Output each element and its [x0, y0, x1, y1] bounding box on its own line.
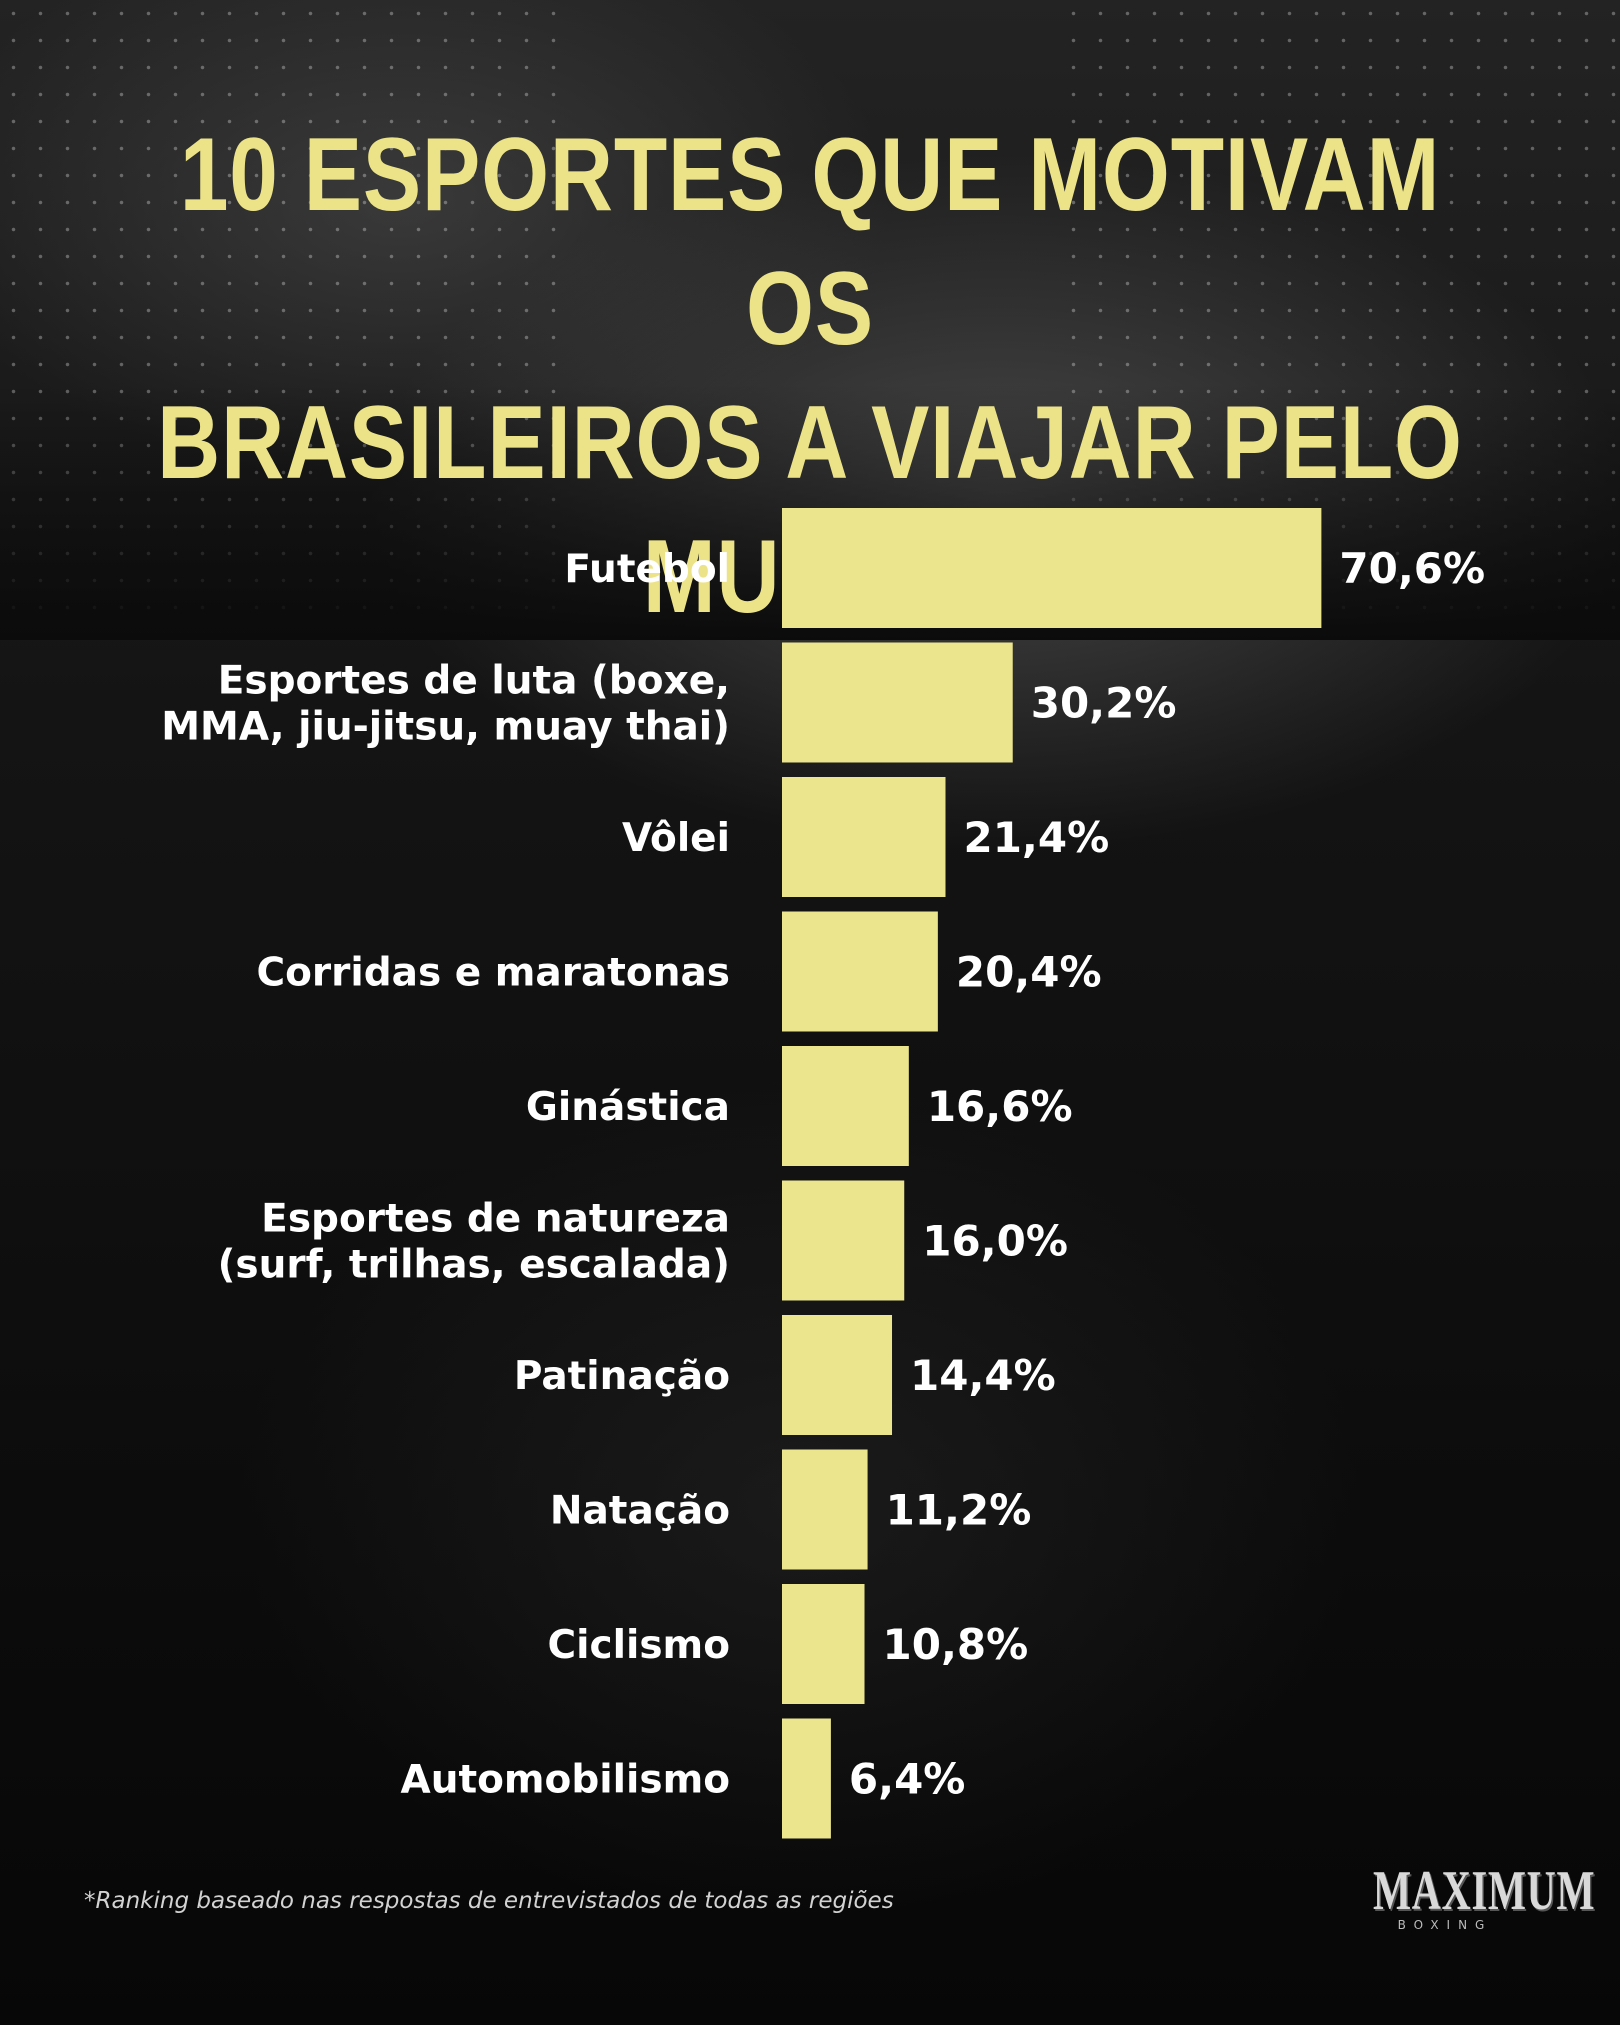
category-label-5: Ginástica	[526, 1085, 730, 1130]
brand-sub: BOXING	[1397, 1918, 1493, 1932]
bar-10	[782, 1718, 831, 1839]
bar-5	[782, 1046, 909, 1166]
bar-3	[782, 777, 946, 897]
value-label-9: 10,8%	[883, 1620, 1029, 1669]
brand-name: MAXIMUM	[1373, 1860, 1596, 1922]
value-label-4: 20,4%	[956, 948, 1102, 997]
bar-6	[782, 1180, 905, 1301]
value-label-6: 16,0%	[922, 1217, 1068, 1266]
value-label-3: 21,4%	[963, 813, 1109, 862]
bar-8	[782, 1449, 868, 1570]
bar-1	[782, 508, 1322, 628]
category-label-1: Futebol	[564, 547, 730, 592]
value-label-8: 11,2%	[886, 1486, 1032, 1535]
category-label-4: Corridas e maratonas	[256, 951, 730, 996]
category-label-10: Automobilismo	[401, 1758, 730, 1803]
footnote: *Ranking baseado nas respostas de entrev…	[84, 1888, 894, 1914]
category-label-3: Vôlei	[622, 816, 730, 861]
bar-7	[782, 1315, 893, 1435]
value-label-7: 14,4%	[910, 1351, 1056, 1400]
value-label-2: 30,2%	[1031, 679, 1177, 728]
category-label-2: Esportes de luta (boxe, MMA, jiu-jitsu, m…	[161, 659, 730, 750]
bar-4	[782, 911, 938, 1032]
category-label-6: Esportes de natureza (surf, trilhas, esca…	[218, 1197, 730, 1288]
value-label-1: 70,6%	[1339, 544, 1485, 593]
brand-logo: MAXIMUM BOXING	[1345, 1860, 1596, 1932]
category-label-8: Natação	[550, 1489, 730, 1534]
category-label-7: Patinação	[514, 1354, 730, 1399]
value-label-5: 16,6%	[927, 1082, 1073, 1131]
bar-9	[782, 1584, 865, 1704]
category-label-9: Ciclismo	[548, 1623, 731, 1668]
title-line-1: 10 ESPORTES QUE MOTIVAM OS	[179, 117, 1441, 367]
bar-2	[782, 642, 1013, 763]
value-label-10: 6,4%	[849, 1755, 965, 1804]
